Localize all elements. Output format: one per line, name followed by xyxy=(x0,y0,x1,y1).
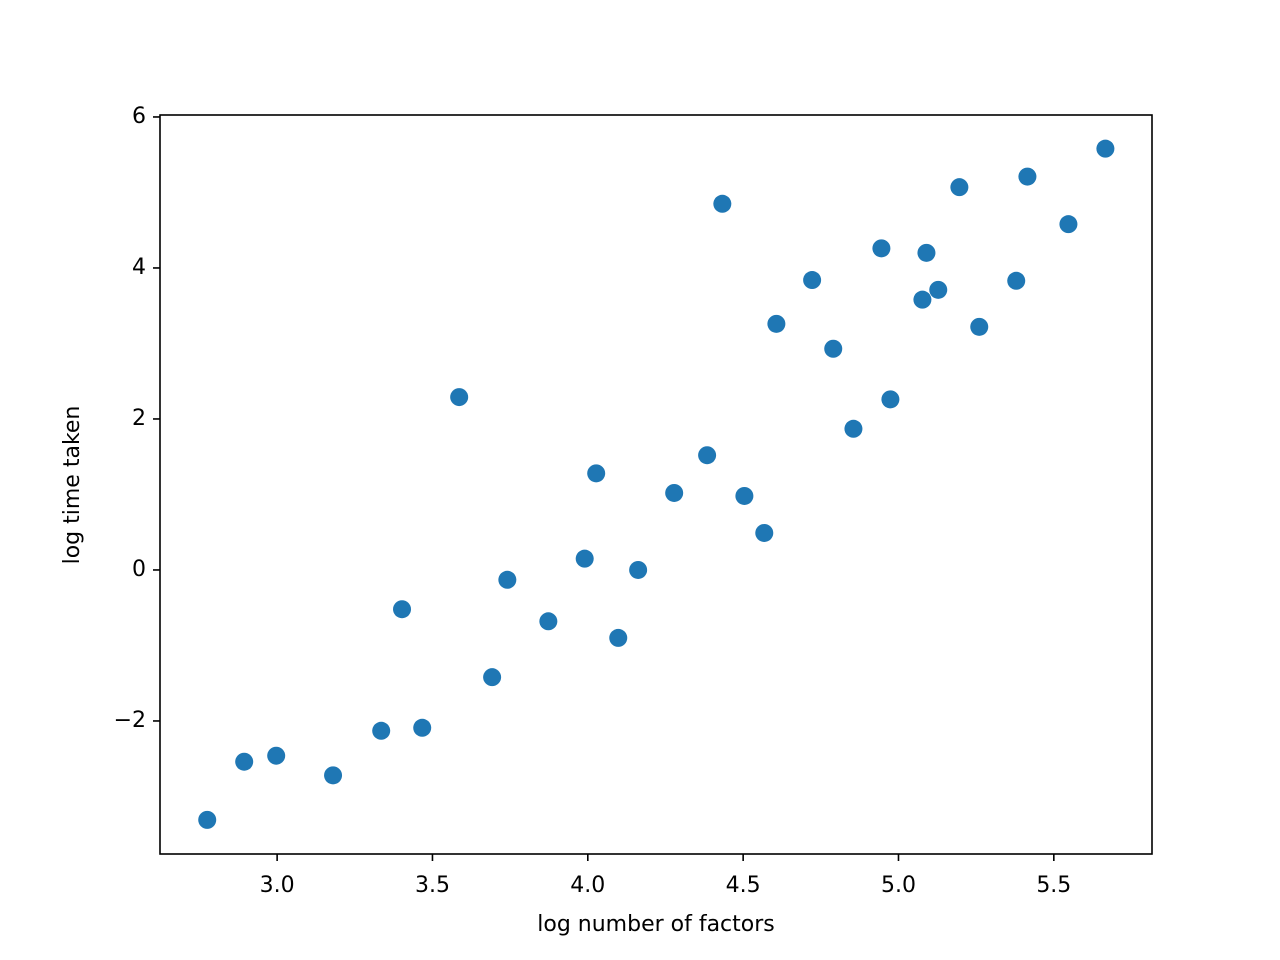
point xyxy=(235,752,254,771)
point xyxy=(575,549,594,568)
point xyxy=(970,317,989,336)
x-tick-label: 4.5 xyxy=(726,873,761,898)
point xyxy=(950,178,969,197)
point xyxy=(198,810,217,829)
x-tick-label: 5.5 xyxy=(1036,873,1071,898)
point xyxy=(665,483,684,502)
point xyxy=(324,766,343,785)
y-tick-label: 0 xyxy=(132,557,146,582)
point xyxy=(1059,215,1078,234)
point xyxy=(844,419,863,438)
point xyxy=(767,314,786,333)
point xyxy=(483,668,502,687)
x-tick-label: 5.0 xyxy=(881,873,916,898)
point xyxy=(755,523,774,542)
y-tick-label: 2 xyxy=(132,406,146,431)
y-tick-label: 6 xyxy=(132,104,146,129)
y-tick-label: 4 xyxy=(132,255,146,280)
point xyxy=(698,446,717,465)
x-axis-label: log number of factors xyxy=(537,912,775,937)
point xyxy=(1007,271,1026,290)
point xyxy=(539,612,558,631)
point xyxy=(1096,139,1115,158)
point xyxy=(413,718,432,737)
point xyxy=(917,243,936,262)
point xyxy=(824,339,843,358)
point xyxy=(450,388,469,407)
point xyxy=(267,746,286,765)
point xyxy=(713,194,732,213)
point xyxy=(929,280,948,299)
point xyxy=(881,390,900,409)
point xyxy=(587,464,606,483)
point xyxy=(1018,167,1037,186)
point xyxy=(872,239,891,258)
point xyxy=(393,600,412,619)
point xyxy=(372,721,391,740)
y-axis-label: log time taken xyxy=(60,406,85,565)
point xyxy=(498,570,517,589)
point xyxy=(803,271,822,290)
x-tick-label: 4.0 xyxy=(570,873,605,898)
point xyxy=(913,290,932,309)
point xyxy=(629,560,648,579)
x-tick-label: 3.5 xyxy=(415,873,450,898)
plot-frame xyxy=(159,114,1153,855)
point xyxy=(609,628,628,647)
point xyxy=(735,486,754,505)
x-tick-label: 3.0 xyxy=(260,873,295,898)
y-tick-label: −2 xyxy=(114,708,146,733)
